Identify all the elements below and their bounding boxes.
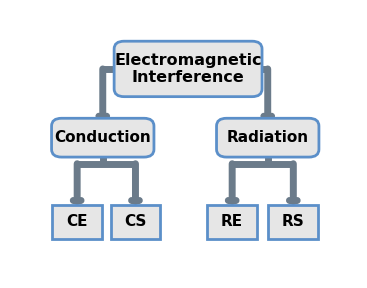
FancyBboxPatch shape bbox=[217, 118, 319, 157]
Text: CS: CS bbox=[124, 215, 147, 230]
FancyBboxPatch shape bbox=[114, 41, 262, 97]
Text: Conduction: Conduction bbox=[54, 130, 151, 145]
Text: Radiation: Radiation bbox=[227, 130, 309, 145]
Text: CE: CE bbox=[66, 215, 88, 230]
FancyBboxPatch shape bbox=[268, 205, 318, 239]
FancyBboxPatch shape bbox=[51, 118, 154, 157]
FancyBboxPatch shape bbox=[207, 205, 257, 239]
Text: RE: RE bbox=[221, 215, 243, 230]
FancyBboxPatch shape bbox=[110, 205, 160, 239]
Text: RS: RS bbox=[282, 215, 305, 230]
FancyBboxPatch shape bbox=[52, 205, 102, 239]
Text: Electromagnetic
Interference: Electromagnetic Interference bbox=[114, 53, 262, 85]
